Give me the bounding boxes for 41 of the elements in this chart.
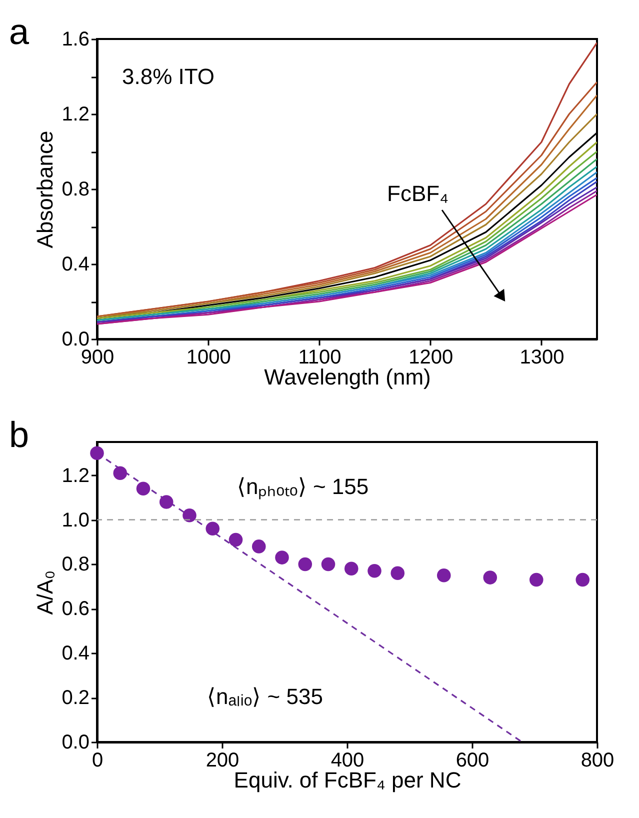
x-tick-label: 1300 — [520, 346, 564, 368]
x-tick-label: 0 — [92, 750, 104, 772]
point — [90, 446, 104, 460]
y-tick-label: 0.6 — [62, 598, 90, 620]
point — [159, 495, 174, 509]
point — [436, 568, 451, 582]
point — [228, 532, 243, 547]
annotation: ⟨nₚₕₒₜₒ⟩ ~ 155 — [237, 474, 369, 500]
y-axis-title: A/A₀ — [32, 570, 58, 615]
y-tick-label: 1.6 — [62, 28, 90, 50]
y-tick-label: 0.2 — [62, 687, 90, 710]
point — [390, 566, 405, 580]
y-tick-label: 0.4 — [62, 642, 90, 665]
point — [136, 482, 150, 496]
point — [483, 570, 498, 584]
annotation: 3.8% ITO — [122, 64, 215, 89]
point — [275, 550, 289, 564]
y-axis-title: Absorbance — [32, 130, 58, 248]
y-tick-label: 0.0 — [62, 732, 90, 754]
annotation: FcBF₄ — [387, 181, 449, 206]
point — [321, 557, 336, 572]
point — [206, 522, 220, 536]
point — [368, 564, 382, 578]
point — [252, 540, 266, 554]
point — [182, 508, 196, 522]
y-tick-label: 1.2 — [62, 464, 90, 487]
point — [298, 557, 312, 572]
chart-title: a — [9, 11, 30, 52]
point — [576, 572, 590, 587]
chart-title: b — [9, 414, 30, 455]
y-tick-label: 0.8 — [62, 178, 90, 200]
point — [529, 572, 544, 587]
y-tick-label: 0.4 — [62, 254, 90, 276]
point — [113, 466, 128, 480]
y-tick-label: 1.0 — [62, 509, 90, 532]
y-tick-label: 0.8 — [62, 554, 90, 576]
annotation: ⟨nₐₗᵢₒ⟩ ~ 535 — [207, 684, 323, 709]
x-tick-label: 800 — [580, 750, 614, 772]
y-tick-label: 1.2 — [62, 104, 90, 126]
point — [344, 562, 358, 576]
x-tick-label: 1000 — [186, 346, 231, 368]
